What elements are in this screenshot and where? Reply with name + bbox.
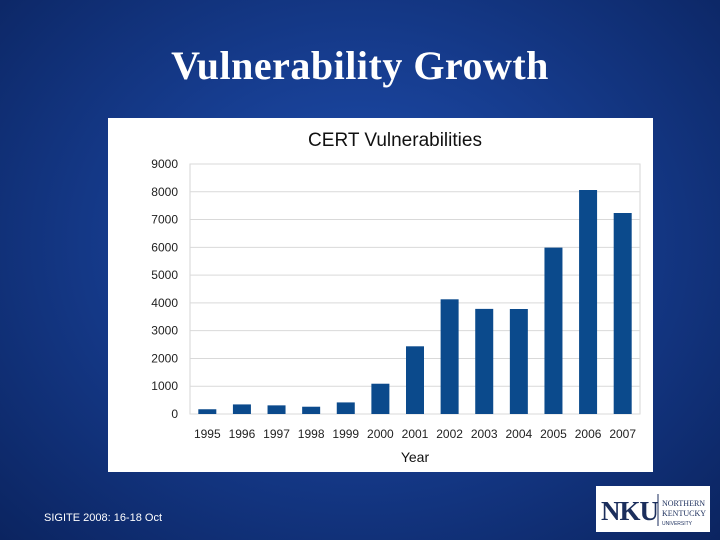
bar — [475, 308, 494, 414]
y-tick-label: 7000 — [151, 213, 178, 227]
x-tick-label: 2005 — [540, 427, 567, 441]
bar — [613, 213, 632, 414]
x-tick-label: 2000 — [367, 427, 394, 441]
x-tick-label: 1996 — [229, 427, 256, 441]
x-axis-label: Year — [401, 449, 430, 465]
footer-text: SIGITE 2008: 16-18 Oct — [44, 512, 163, 524]
bar — [509, 309, 528, 414]
y-tick-label: 8000 — [151, 185, 178, 199]
bar — [198, 409, 217, 414]
y-tick-label: 1000 — [151, 379, 178, 393]
y-tick-label: 5000 — [151, 268, 178, 282]
logo-line1: NORTHERN — [662, 499, 705, 508]
y-tick-label: 4000 — [151, 296, 178, 310]
bar — [544, 247, 563, 414]
x-tick-label: 1995 — [194, 427, 221, 441]
logo-line2: KENTUCKY — [662, 509, 706, 518]
y-tick-label: 2000 — [151, 351, 178, 365]
x-tick-label: 2004 — [505, 427, 532, 441]
x-tick-label: 1997 — [263, 427, 290, 441]
bar — [267, 405, 286, 414]
x-tick-label: 2003 — [471, 427, 498, 441]
x-tick-label: 2001 — [402, 427, 429, 441]
y-tick-label: 0 — [171, 407, 178, 421]
x-tick-label: 2006 — [575, 427, 602, 441]
bar — [371, 383, 390, 414]
x-tick-label: 2007 — [609, 427, 636, 441]
bar — [440, 299, 459, 414]
y-tick-label: 3000 — [151, 324, 178, 338]
bar — [406, 346, 424, 414]
x-tick-label: 1999 — [332, 427, 359, 441]
logo-line3: UNIVERSITY — [662, 521, 693, 527]
y-tick-label: 9000 — [151, 157, 178, 171]
y-tick-label: 6000 — [151, 240, 178, 254]
slide-title: Vulnerability Growth — [171, 43, 549, 88]
x-tick-label: 2002 — [436, 427, 463, 441]
x-tick-label: 1998 — [298, 427, 325, 441]
bar — [579, 190, 598, 414]
chart-panel: 0 1000 2000 3000 4000 5000 6000 7000 8000 9000 199… — [108, 118, 653, 472]
nku-logo: NKU NORTHERN KENTUCKY UNIVERSITY — [596, 486, 710, 532]
logo-mark: NKU — [601, 496, 659, 526]
bar — [336, 402, 355, 414]
chart-title: CERT Vulnerabilities — [308, 130, 482, 151]
bar-chart: 0 1000 2000 3000 4000 5000 6000 7000 8000 9000 199… — [151, 130, 641, 465]
bar — [302, 406, 321, 414]
bar — [232, 404, 251, 414]
